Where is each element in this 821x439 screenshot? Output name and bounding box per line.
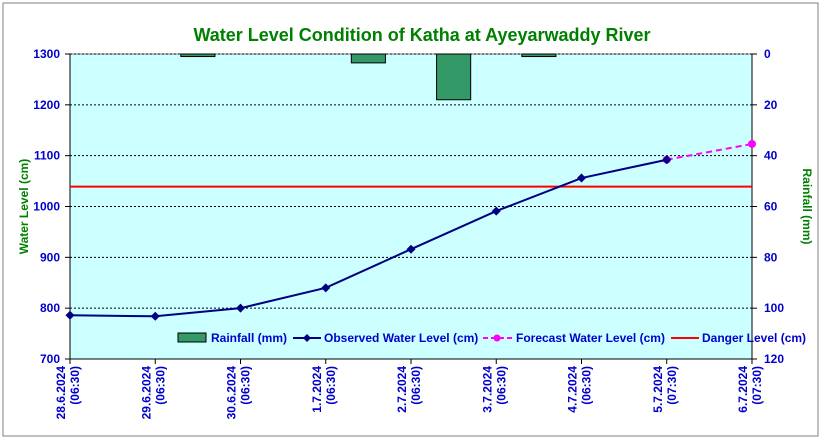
y-tick-label: 1200	[33, 98, 60, 112]
y2-tick-label: 40	[764, 149, 778, 163]
x-tick-label-date: 1.7.2024	[310, 366, 324, 413]
y-tick-label: 1100	[34, 149, 60, 163]
rainfall-bar	[350, 53, 386, 64]
y2-tick-label: 20	[764, 98, 778, 112]
chart-title: Water Level Condition of Katha at Ayeyar…	[193, 25, 650, 45]
y2-tick-label: 120	[764, 352, 784, 366]
observed-point	[491, 206, 501, 216]
x-tick-label-date: 3.7.2024	[480, 366, 494, 413]
y2-tick-label: 0	[764, 47, 771, 61]
y-axis-title: Water Level (cm)	[17, 159, 31, 255]
observed-point	[236, 303, 245, 313]
legend-label-danger: Danger Level (cm)	[702, 331, 806, 345]
observed-line	[69, 158, 667, 318]
x-tick-label-time: (06:30)	[153, 366, 167, 405]
x-tick-label-time: (06:30)	[494, 366, 508, 405]
observed-point	[577, 173, 586, 183]
x-tick-label-time: (06:30)	[68, 366, 82, 405]
x-tick-label-time: (06:30)	[580, 366, 594, 405]
forecast-line	[666, 142, 753, 161]
x-tick-label-time: (07:30)	[750, 366, 764, 405]
x-tick-label-time: (07:30)	[665, 366, 679, 405]
legend-marker-forecast	[493, 334, 501, 342]
y-tick-label: 800	[40, 301, 60, 315]
legend-marker-observed	[303, 334, 311, 342]
x-tick-label-time: (06:30)	[409, 366, 423, 405]
y-tick-label: 700	[40, 352, 60, 366]
observed-point	[662, 155, 672, 165]
rainfall-bar	[180, 53, 216, 58]
x-tick-label-date: 4.7.2024	[566, 366, 580, 413]
legend-label-forecast: Forecast Water Level (cm)	[516, 331, 665, 345]
y2-tick-label: 60	[764, 200, 778, 214]
x-tick-label-date: 6.7.2024	[736, 366, 750, 413]
rainfall-bar	[436, 53, 472, 101]
x-tick-label-time: (06:30)	[239, 366, 253, 405]
observed-point	[406, 244, 416, 254]
observed-point	[150, 311, 160, 321]
x-tick-label-date: 30.6.2024	[225, 366, 239, 420]
rainfall-bar	[521, 53, 557, 58]
y-tick-label: 1300	[33, 47, 60, 61]
x-tick-label-time: (06:30)	[324, 366, 338, 405]
x-tick-label-date: 2.7.2024	[395, 366, 409, 413]
y2-tick-label: 100	[764, 301, 784, 315]
observed-point	[65, 310, 75, 320]
legend-label-observed: Observed Water Level (cm)	[324, 331, 478, 345]
y-tick-label: 900	[40, 250, 60, 264]
legend-label-rainfall: Rainfall (mm)	[211, 331, 287, 345]
observed-point	[321, 283, 331, 293]
x-tick-label-date: 5.7.2024	[651, 366, 665, 413]
forecast-point	[748, 139, 756, 148]
y2-axis-title: Rainfall (mm)	[800, 168, 814, 244]
legend-swatch-rainfall	[177, 332, 207, 343]
y2-tick-label: 80	[764, 250, 778, 264]
y-tick-label: 1000	[33, 200, 60, 214]
x-tick-label-date: 29.6.2024	[139, 366, 153, 420]
x-tick-label-date: 28.6.2024	[54, 366, 68, 420]
